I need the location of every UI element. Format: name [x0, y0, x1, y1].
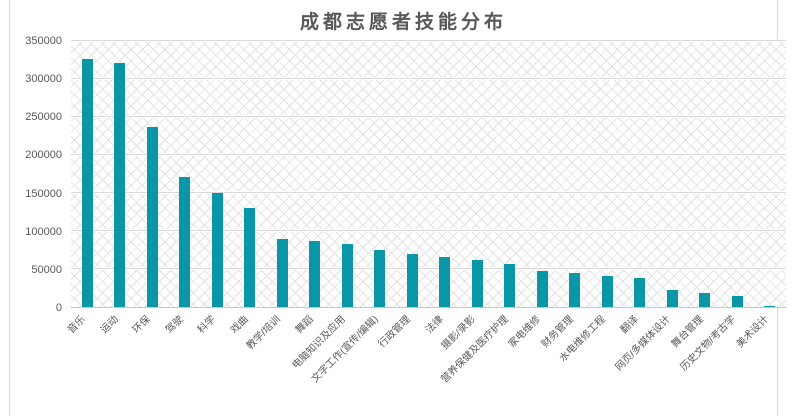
- bar: [211, 193, 223, 307]
- chart-frame[interactable]: 成都志愿者技能分布 0 50000 100000 150000 200000 250000…: [9, 0, 786, 416]
- bar: [504, 264, 516, 307]
- bar: [666, 290, 678, 307]
- bar: [406, 254, 418, 307]
- bar: [569, 273, 581, 307]
- bar: [374, 250, 386, 307]
- chart-title: 成都志愿者技能分布: [299, 12, 507, 33]
- bar: [439, 257, 451, 307]
- y-axis-tick-label: 50000: [31, 263, 62, 276]
- bar: [634, 278, 646, 307]
- bar: [731, 296, 743, 307]
- y-axis-tick-label: 250000: [25, 111, 62, 124]
- bar: [699, 293, 711, 307]
- bar: [341, 244, 353, 307]
- gridline: [71, 267, 786, 271]
- x-axis-label: 美术设计: [734, 314, 771, 351]
- gridline: [71, 114, 786, 118]
- y-axis-tick-label: 300000: [25, 73, 62, 86]
- bar: [471, 260, 483, 307]
- bar: [114, 63, 126, 307]
- bar: [764, 306, 776, 307]
- bar: [276, 239, 288, 307]
- gridline: [71, 38, 786, 42]
- gridline: [71, 152, 786, 156]
- bar: [601, 276, 613, 307]
- y-axis-tick-label: 200000: [25, 149, 62, 162]
- y-axis-tick-label: 100000: [25, 225, 62, 238]
- bar: [309, 241, 321, 307]
- bar: [536, 271, 548, 307]
- plot-area: [71, 38, 786, 308]
- bar: [179, 177, 191, 307]
- bar: [244, 208, 256, 307]
- gridline: [71, 229, 786, 233]
- y-axis-tick-label: 350000: [25, 35, 62, 47]
- gridline: [71, 76, 786, 80]
- bar: [81, 59, 93, 307]
- y-axis-tick-label: 150000: [25, 187, 62, 200]
- bar: [146, 127, 158, 307]
- y-axis-tick-label: 0: [55, 302, 62, 314]
- gridline: [71, 191, 786, 195]
